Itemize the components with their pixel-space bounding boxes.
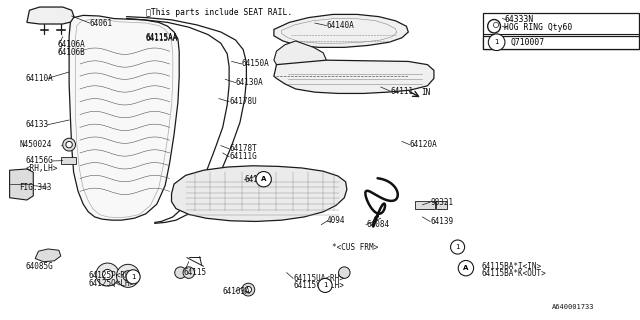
- Text: 64140A: 64140A: [326, 21, 354, 30]
- Text: 4094: 4094: [326, 216, 345, 225]
- Ellipse shape: [488, 20, 500, 33]
- Polygon shape: [172, 166, 347, 221]
- Text: 64115VA<LH>: 64115VA<LH>: [293, 281, 344, 290]
- Text: 64111: 64111: [390, 87, 413, 96]
- Ellipse shape: [493, 22, 499, 28]
- Text: 64111G: 64111G: [229, 152, 257, 161]
- Circle shape: [63, 138, 76, 151]
- Text: FIG.343: FIG.343: [19, 183, 52, 192]
- Text: N450024: N450024: [19, 140, 52, 149]
- Circle shape: [175, 267, 186, 278]
- Text: 64085G: 64085G: [26, 262, 53, 271]
- Text: A640001733: A640001733: [552, 304, 594, 309]
- Text: HOG RING Qty60: HOG RING Qty60: [504, 23, 573, 32]
- Text: 64106A: 64106A: [58, 40, 85, 49]
- Circle shape: [96, 263, 119, 286]
- Text: 64120A: 64120A: [410, 140, 437, 149]
- Polygon shape: [274, 14, 408, 47]
- Text: *<CUS FRM>: *<CUS FRM>: [332, 243, 378, 252]
- Circle shape: [116, 264, 140, 287]
- Text: 64110A: 64110A: [26, 74, 53, 83]
- Text: 64130A: 64130A: [236, 78, 263, 87]
- Text: <RH,LH>: <RH,LH>: [26, 164, 58, 173]
- Circle shape: [256, 172, 271, 187]
- Text: 64333N: 64333N: [504, 15, 534, 24]
- Text: A: A: [463, 265, 468, 271]
- Polygon shape: [35, 249, 61, 262]
- Circle shape: [488, 34, 505, 51]
- Polygon shape: [274, 41, 326, 72]
- Text: ※This parts include SEAT RAIL.: ※This parts include SEAT RAIL.: [146, 8, 292, 17]
- Text: 64156G: 64156G: [26, 156, 53, 165]
- Text: 64139: 64139: [430, 217, 453, 226]
- Text: 98321: 98321: [430, 198, 453, 207]
- Circle shape: [245, 286, 252, 293]
- Polygon shape: [10, 169, 33, 200]
- Text: 64115BA*K<OUT>: 64115BA*K<OUT>: [481, 269, 546, 278]
- Circle shape: [318, 278, 332, 292]
- Text: 64115BA*I<IN>: 64115BA*I<IN>: [481, 262, 541, 271]
- Circle shape: [123, 271, 133, 281]
- Text: 1: 1: [494, 39, 499, 45]
- Circle shape: [66, 141, 72, 148]
- Text: 64103A: 64103A: [223, 287, 250, 296]
- Circle shape: [183, 267, 195, 278]
- Text: 64115: 64115: [184, 268, 207, 277]
- Text: 64178T: 64178T: [229, 144, 257, 153]
- Text: 64150A: 64150A: [242, 60, 269, 68]
- Polygon shape: [274, 60, 434, 93]
- Text: 64178U: 64178U: [229, 97, 257, 106]
- Bar: [483, 36, 639, 49]
- Text: 64115AA: 64115AA: [146, 34, 179, 43]
- Text: IN: IN: [421, 88, 430, 97]
- Circle shape: [126, 270, 140, 284]
- Circle shape: [102, 269, 113, 280]
- Bar: [415, 201, 435, 209]
- Text: 1: 1: [131, 274, 136, 280]
- Text: 1: 1: [455, 244, 460, 250]
- Polygon shape: [69, 15, 179, 220]
- Text: 64125Q<LH>: 64125Q<LH>: [88, 279, 134, 288]
- Text: 64106B: 64106B: [58, 48, 85, 57]
- Text: Q710007: Q710007: [511, 38, 545, 47]
- Text: A: A: [261, 176, 266, 182]
- Text: 64115AA: 64115AA: [146, 33, 179, 42]
- Polygon shape: [27, 7, 76, 24]
- Text: 64147A: 64147A: [244, 175, 272, 184]
- Bar: [436, 201, 447, 209]
- Text: 64061: 64061: [90, 19, 113, 28]
- Bar: [61, 157, 76, 164]
- Text: 64133: 64133: [26, 120, 49, 129]
- Circle shape: [339, 267, 350, 278]
- Bar: [483, 13, 639, 49]
- Text: 1: 1: [323, 283, 328, 288]
- Circle shape: [242, 283, 255, 296]
- Circle shape: [458, 260, 474, 276]
- Text: 64125P<RH>: 64125P<RH>: [88, 271, 134, 280]
- Circle shape: [451, 240, 465, 254]
- Text: 64084: 64084: [366, 220, 389, 229]
- Text: 64115UA<RH>: 64115UA<RH>: [293, 274, 344, 283]
